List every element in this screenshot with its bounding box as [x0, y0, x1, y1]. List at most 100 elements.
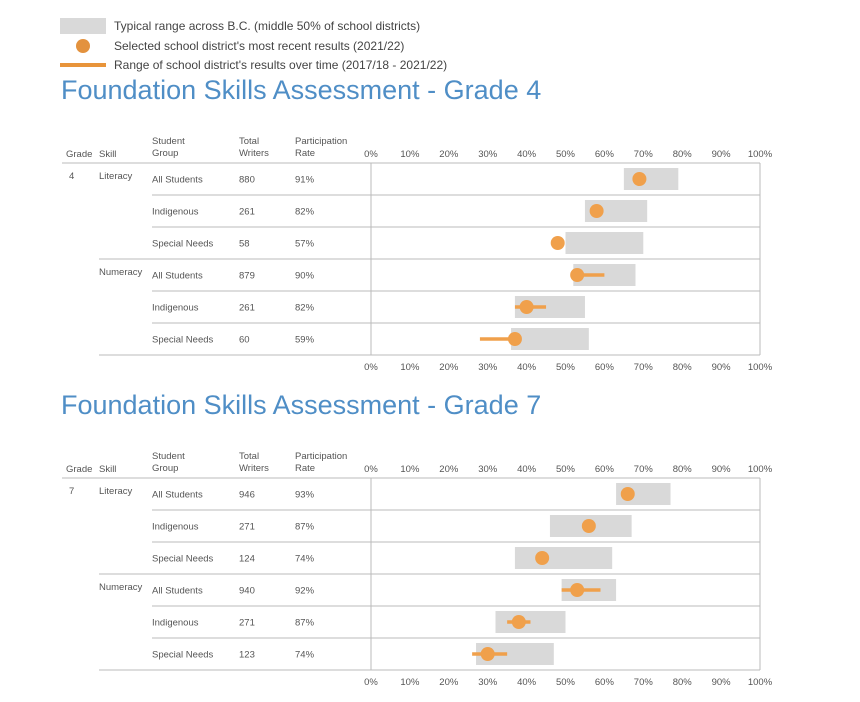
typical-range-bar	[623, 168, 679, 190]
tick-label-top: 50%	[556, 464, 576, 475]
student-group-label: Indigenous	[152, 207, 199, 218]
tick-label-bottom: 80%	[673, 677, 693, 688]
tick-label-top: 30%	[478, 464, 498, 475]
participation-rate-value: 87%	[295, 522, 315, 533]
tick-label-top: 10%	[400, 464, 420, 475]
legend-recent-swatch	[60, 38, 106, 54]
participation-rate-value: 87%	[295, 618, 315, 629]
recent-result-dot	[535, 551, 550, 565]
tick-label-bottom: 40%	[517, 677, 537, 688]
student-group-label: All Students	[152, 586, 203, 597]
header-writers-line2: Writers	[239, 148, 269, 159]
header-rate-line1: Participation	[295, 136, 347, 147]
header-skill: Skill	[99, 149, 116, 160]
tick-label-top: 50%	[556, 149, 576, 160]
tick-label-top: 40%	[517, 149, 537, 160]
header-group-line2: Group	[152, 148, 178, 159]
tick-label-bottom: 50%	[556, 677, 576, 688]
total-writers-value: 271	[239, 618, 255, 629]
tick-label-top: 90%	[712, 464, 732, 475]
tick-label-top: 60%	[595, 464, 615, 475]
header-group-line2: Group	[152, 463, 178, 474]
total-writers-value: 940	[239, 586, 255, 597]
total-writers-value: 60	[239, 335, 250, 346]
header-group-line1: Student	[152, 136, 185, 147]
legend-range-swatch	[60, 18, 106, 34]
header-rate-line2: Rate	[295, 148, 315, 159]
legend-recent-label: Selected school district's most recent r…	[114, 39, 405, 53]
recent-result-dot	[620, 487, 635, 501]
tick-label-top: 0%	[364, 149, 378, 160]
grade-label: 4	[69, 171, 74, 182]
student-group-label: All Students	[152, 490, 203, 501]
participation-rate-value: 92%	[295, 586, 315, 597]
tick-label-bottom: 10%	[400, 362, 420, 373]
tick-label-bottom: 20%	[439, 677, 459, 688]
tick-label-top: 80%	[673, 149, 693, 160]
student-group-label: Indigenous	[152, 522, 199, 533]
tick-label-bottom: 0%	[364, 677, 378, 688]
header-skill: Skill	[99, 464, 116, 475]
total-writers-value: 946	[239, 490, 255, 501]
total-writers-value: 261	[239, 207, 255, 218]
tick-label-bottom: 90%	[712, 362, 732, 373]
total-writers-value: 123	[239, 650, 255, 661]
participation-rate-value: 74%	[295, 650, 315, 661]
typical-range-bar	[514, 547, 613, 569]
header-rate-line2: Rate	[295, 463, 315, 474]
header-writers-line1: Total	[239, 136, 259, 147]
header-grade: Grade	[66, 464, 92, 475]
student-group-label: Indigenous	[152, 303, 199, 314]
student-group-label: Special Needs	[152, 554, 214, 565]
total-writers-value: 271	[239, 522, 255, 533]
tick-label-top: 60%	[595, 149, 615, 160]
student-group-label: Indigenous	[152, 618, 199, 629]
student-group-label: All Students	[152, 175, 203, 186]
recent-result-dot	[519, 300, 534, 314]
tick-label-bottom: 100%	[748, 362, 773, 373]
tick-label-top: 90%	[712, 149, 732, 160]
tick-label-bottom: 60%	[595, 362, 615, 373]
total-writers-value: 880	[239, 175, 255, 186]
typical-range-bar	[565, 232, 644, 254]
tick-label-top: 40%	[517, 464, 537, 475]
tick-label-top: 100%	[748, 149, 773, 160]
student-group-label: All Students	[152, 271, 203, 282]
participation-rate-value: 93%	[295, 490, 315, 501]
header-writers-line1: Total	[239, 451, 259, 462]
legend-range-row: Typical range across B.C. (middle 50% of…	[60, 17, 420, 35]
header-rate-line1: Participation	[295, 451, 347, 462]
recent-result-dot	[632, 172, 647, 186]
typical-range-bar	[514, 296, 585, 318]
tick-label-bottom: 30%	[478, 362, 498, 373]
header-grade: Grade	[66, 149, 92, 160]
recent-result-dot	[570, 268, 585, 282]
grade7-title: Foundation Skills Assessment - Grade 7	[61, 390, 542, 420]
tick-label-bottom: 90%	[712, 677, 732, 688]
total-writers-value: 261	[239, 303, 255, 314]
tick-label-top: 70%	[634, 464, 654, 475]
tick-label-bottom: 60%	[595, 677, 615, 688]
typical-range-bar	[511, 328, 589, 350]
tick-label-top: 10%	[400, 149, 420, 160]
typical-range-bar	[476, 643, 554, 665]
tick-label-top: 100%	[748, 464, 773, 475]
student-group-label: Special Needs	[152, 239, 214, 250]
student-group-label: Special Needs	[152, 335, 214, 346]
grade-label: 7	[69, 486, 74, 497]
skill-label: Literacy	[99, 486, 133, 497]
tick-label-bottom: 30%	[478, 677, 498, 688]
total-writers-value: 879	[239, 271, 255, 282]
tick-label-top: 80%	[673, 464, 693, 475]
tick-label-top: 30%	[478, 149, 498, 160]
tick-label-top: 0%	[364, 464, 378, 475]
tick-label-bottom: 70%	[634, 677, 654, 688]
tick-label-top: 20%	[439, 464, 459, 475]
skill-label: Numeracy	[99, 267, 143, 278]
recent-result-dot	[581, 519, 596, 533]
total-writers-value: 58	[239, 239, 250, 250]
total-writers-value: 124	[239, 554, 255, 565]
legend-overtime-row: Range of school district's results over …	[60, 56, 447, 74]
student-group-label: Special Needs	[152, 650, 214, 661]
